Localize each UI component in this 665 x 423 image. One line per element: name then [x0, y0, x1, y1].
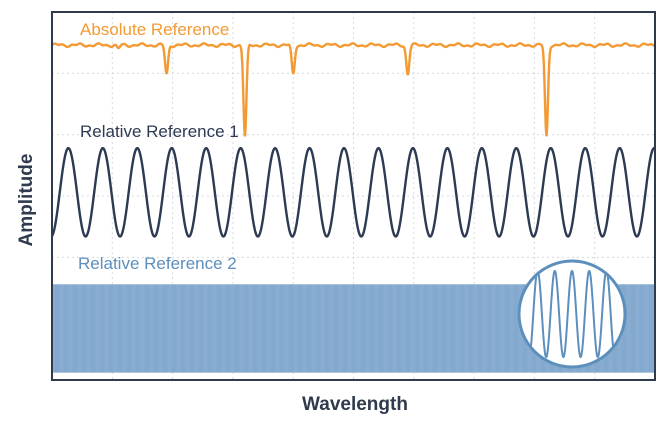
inset-background	[519, 261, 625, 367]
series-label-relative-reference-1: Relative Reference 1	[80, 122, 239, 141]
x-axis-label: Wavelength	[302, 394, 408, 415]
inset-circle	[517, 259, 627, 369]
series-labels: Absolute Reference Relative Reference 1 …	[78, 20, 239, 273]
series-absolute-reference-line	[51, 42, 656, 137]
series-label-relative-reference-2: Relative Reference 2	[78, 254, 237, 273]
plot-frame	[51, 11, 656, 381]
y-axis-label: Amplitude	[16, 154, 37, 247]
zoom-inset	[517, 259, 627, 369]
inset-sinusoid-line	[528, 269, 616, 359]
series-relative-reference-1-line	[50, 146, 656, 238]
series-label-absolute-reference: Absolute Reference	[80, 20, 229, 39]
